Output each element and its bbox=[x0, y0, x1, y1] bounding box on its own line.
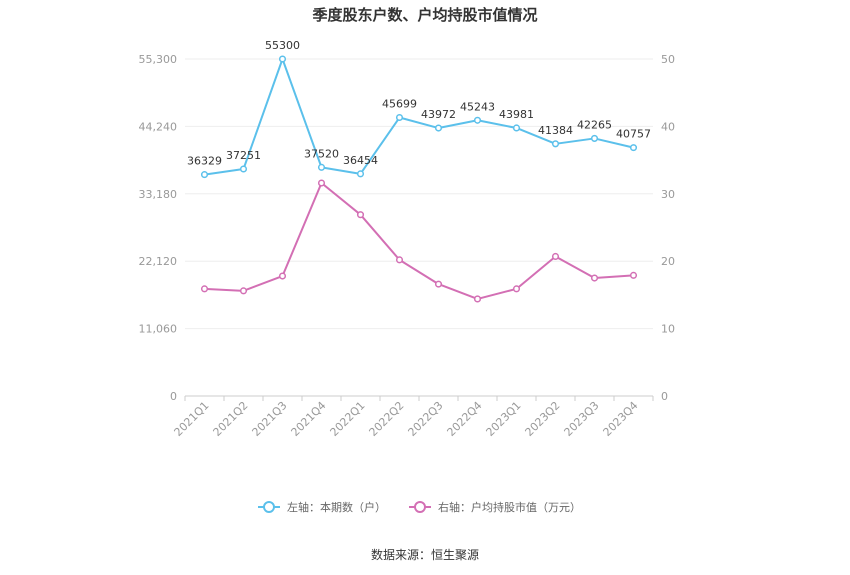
right-tick-label: 30 bbox=[661, 188, 675, 201]
left-axis: 0 11,060 22,120 33,180 44,240 55,300 bbox=[139, 53, 178, 403]
data-label: 42265 bbox=[577, 118, 612, 131]
legend-marker-2 bbox=[414, 501, 426, 513]
legend-item-1: 左轴：本期数（户） bbox=[287, 500, 386, 514]
series-2-point bbox=[239, 287, 248, 295]
data-label: 37251 bbox=[226, 149, 261, 162]
left-tick-label: 0 bbox=[170, 390, 177, 403]
data-label: 40757 bbox=[616, 128, 651, 141]
x-tick-label: 2021Q2 bbox=[211, 399, 251, 439]
data-label: 55300 bbox=[265, 39, 300, 52]
series-2-point bbox=[317, 179, 326, 187]
series-layer: 36329 37251 55300 37520 36454 45699 43972 45243… bbox=[187, 39, 651, 303]
series-1-point bbox=[629, 144, 638, 152]
series-2-point bbox=[512, 285, 521, 293]
series-line-1 bbox=[204, 58, 634, 176]
grid bbox=[185, 58, 653, 397]
left-tick-label: 22,120 bbox=[139, 255, 178, 268]
x-tick-label: 2021Q1 bbox=[172, 399, 212, 439]
x-tick-label: 2023Q1 bbox=[484, 399, 524, 439]
x-tick-label: 2022Q1 bbox=[328, 399, 368, 439]
x-tick-label: 2022Q3 bbox=[406, 399, 446, 439]
series-1-point bbox=[200, 171, 209, 179]
legend[interactable]: 左轴：本期数（户） 右轴：户均持股市值（万元） bbox=[258, 500, 581, 514]
data-label: 45699 bbox=[382, 98, 417, 111]
data-label: 41384 bbox=[538, 124, 573, 137]
right-tick-label: 0 bbox=[661, 390, 668, 403]
series-1-point bbox=[239, 165, 248, 173]
legend-item-2: 右轴：户均持股市值（万元） bbox=[438, 500, 581, 514]
right-tick-label: 50 bbox=[661, 53, 675, 66]
chart-title: 季度股东户数、户均持股市值情况 bbox=[312, 6, 537, 24]
data-label: 36329 bbox=[187, 155, 222, 168]
series-2-point bbox=[551, 252, 560, 261]
x-tick-label: 2021Q4 bbox=[289, 399, 329, 439]
x-tick-label: 2022Q2 bbox=[367, 399, 407, 439]
x-axis: 2021Q12021Q22021Q32021Q42022Q12022Q22022… bbox=[172, 396, 654, 439]
series-2-point bbox=[356, 211, 365, 219]
left-tick-label: 44,240 bbox=[139, 120, 178, 133]
series-1-point bbox=[512, 124, 521, 132]
data-label: 43981 bbox=[499, 108, 534, 121]
series-1-point bbox=[434, 124, 443, 132]
series-1-point bbox=[551, 140, 560, 148]
right-axis: 0 10 20 30 40 50 bbox=[661, 53, 675, 403]
x-tick-label: 2023Q3 bbox=[562, 399, 602, 439]
data-label: 45243 bbox=[460, 100, 495, 113]
right-tick-label: 10 bbox=[661, 323, 675, 336]
x-tick-label: 2022Q4 bbox=[445, 399, 485, 439]
series-2-point bbox=[434, 280, 443, 288]
series-2-point bbox=[473, 295, 482, 303]
left-tick-label: 33,180 bbox=[139, 188, 178, 201]
legend-marker-1 bbox=[263, 501, 275, 513]
series-2-point bbox=[590, 274, 599, 282]
series-2-point bbox=[629, 271, 638, 279]
series-2-point bbox=[395, 256, 404, 264]
series-1-point bbox=[356, 170, 365, 178]
right-tick-label: 20 bbox=[661, 255, 675, 268]
left-tick-label: 11,060 bbox=[139, 323, 178, 336]
data-label: 43972 bbox=[421, 108, 456, 121]
series-1-point bbox=[317, 163, 326, 171]
x-tick-label: 2023Q2 bbox=[523, 399, 563, 439]
series-1-point bbox=[473, 116, 482, 124]
x-tick-label: 2021Q3 bbox=[250, 399, 290, 439]
series-2-point bbox=[200, 285, 209, 293]
x-tick-label: 2023Q4 bbox=[601, 399, 641, 439]
series-1-point bbox=[590, 134, 599, 142]
series-2-point bbox=[278, 272, 287, 280]
series-line-2 bbox=[204, 182, 634, 300]
data-label: 37520 bbox=[304, 147, 339, 160]
source-text: 数据来源：恒生聚源 bbox=[371, 547, 479, 562]
right-tick-label: 40 bbox=[661, 120, 675, 133]
left-tick-label: 55,300 bbox=[139, 53, 178, 66]
data-label: 36454 bbox=[343, 154, 378, 167]
series-1-point bbox=[278, 55, 287, 63]
series-1-point bbox=[395, 113, 404, 122]
